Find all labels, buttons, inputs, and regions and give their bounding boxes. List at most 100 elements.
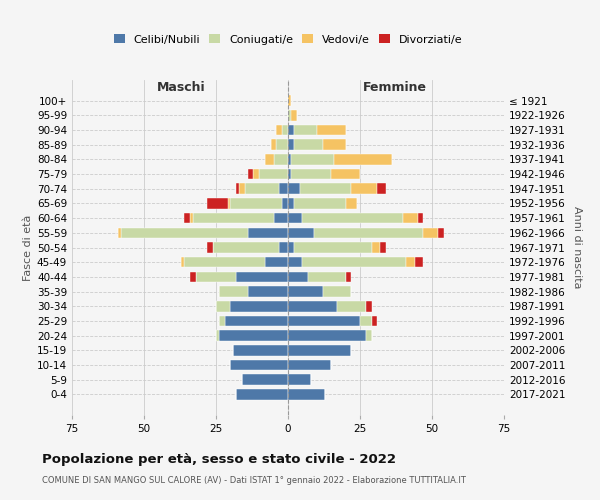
Bar [282,124,288,135]
Bar [236,272,288,282]
Bar [190,213,193,224]
Bar [302,213,403,224]
Bar [291,168,331,179]
Bar [331,168,360,179]
Bar [438,228,443,238]
Bar [288,168,291,179]
Bar [288,257,302,268]
Bar [288,272,308,282]
Bar [406,257,415,268]
Bar [230,360,288,370]
Bar [288,345,352,356]
Bar [282,198,288,208]
Bar [184,213,190,224]
Bar [242,374,288,385]
Text: Popolazione per età, sesso e stato civile - 2022: Popolazione per età, sesso e stato civil… [42,452,396,466]
Bar [288,316,360,326]
Bar [216,301,230,312]
Bar [213,242,280,253]
Bar [371,242,380,253]
Bar [288,242,294,253]
Bar [219,316,224,326]
Bar [288,95,291,106]
Bar [280,242,288,253]
Bar [236,184,239,194]
Bar [121,228,248,238]
Bar [181,257,184,268]
Bar [265,154,274,164]
Bar [366,330,371,341]
Bar [288,301,337,312]
Bar [277,140,288,150]
Bar [265,257,288,268]
Bar [288,213,302,224]
Bar [334,154,392,164]
Bar [288,198,294,208]
Text: COMUNE DI SAN MANGO SUL CALORE (AV) - Dati ISTAT 1° gennaio 2022 - Elaborazione : COMUNE DI SAN MANGO SUL CALORE (AV) - Da… [42,476,466,485]
Bar [233,345,288,356]
Bar [245,184,280,194]
Bar [308,272,346,282]
Bar [346,272,352,282]
Bar [239,184,245,194]
Bar [288,374,311,385]
Bar [418,213,424,224]
Bar [253,168,259,179]
Bar [274,154,288,164]
Bar [314,228,424,238]
Bar [219,286,248,297]
Bar [271,140,277,150]
Bar [377,184,386,194]
Bar [230,198,282,208]
Bar [337,301,366,312]
Bar [219,330,288,341]
Bar [277,124,282,135]
Bar [236,389,288,400]
Bar [294,242,371,253]
Bar [248,286,288,297]
Bar [230,301,288,312]
Legend: Celibi/Nubili, Coniugati/e, Vedovi/e, Divorziati/e: Celibi/Nubili, Coniugati/e, Vedovi/e, Di… [109,30,467,49]
Bar [248,168,253,179]
Bar [294,140,323,150]
Bar [294,124,317,135]
Bar [360,316,371,326]
Bar [380,242,386,253]
Bar [288,330,366,341]
Bar [208,198,227,208]
Bar [208,242,213,253]
Bar [184,257,265,268]
Bar [288,124,294,135]
Bar [294,198,346,208]
Bar [323,140,346,150]
Bar [288,360,331,370]
Bar [224,316,288,326]
Bar [248,228,288,238]
Text: Maschi: Maschi [157,81,206,94]
Bar [403,213,418,224]
Bar [291,154,334,164]
Bar [288,286,323,297]
Bar [118,228,121,238]
Bar [323,286,352,297]
Bar [415,257,424,268]
Bar [190,272,196,282]
Bar [280,184,288,194]
Bar [216,330,219,341]
Bar [196,272,236,282]
Bar [288,110,291,120]
Bar [288,389,325,400]
Bar [424,228,438,238]
Bar [366,301,371,312]
Bar [371,316,377,326]
Bar [288,184,299,194]
Bar [317,124,346,135]
Bar [291,110,296,120]
Bar [274,213,288,224]
Bar [288,228,314,238]
Bar [227,198,230,208]
Bar [193,213,274,224]
Bar [299,184,352,194]
Bar [259,168,288,179]
Bar [302,257,406,268]
